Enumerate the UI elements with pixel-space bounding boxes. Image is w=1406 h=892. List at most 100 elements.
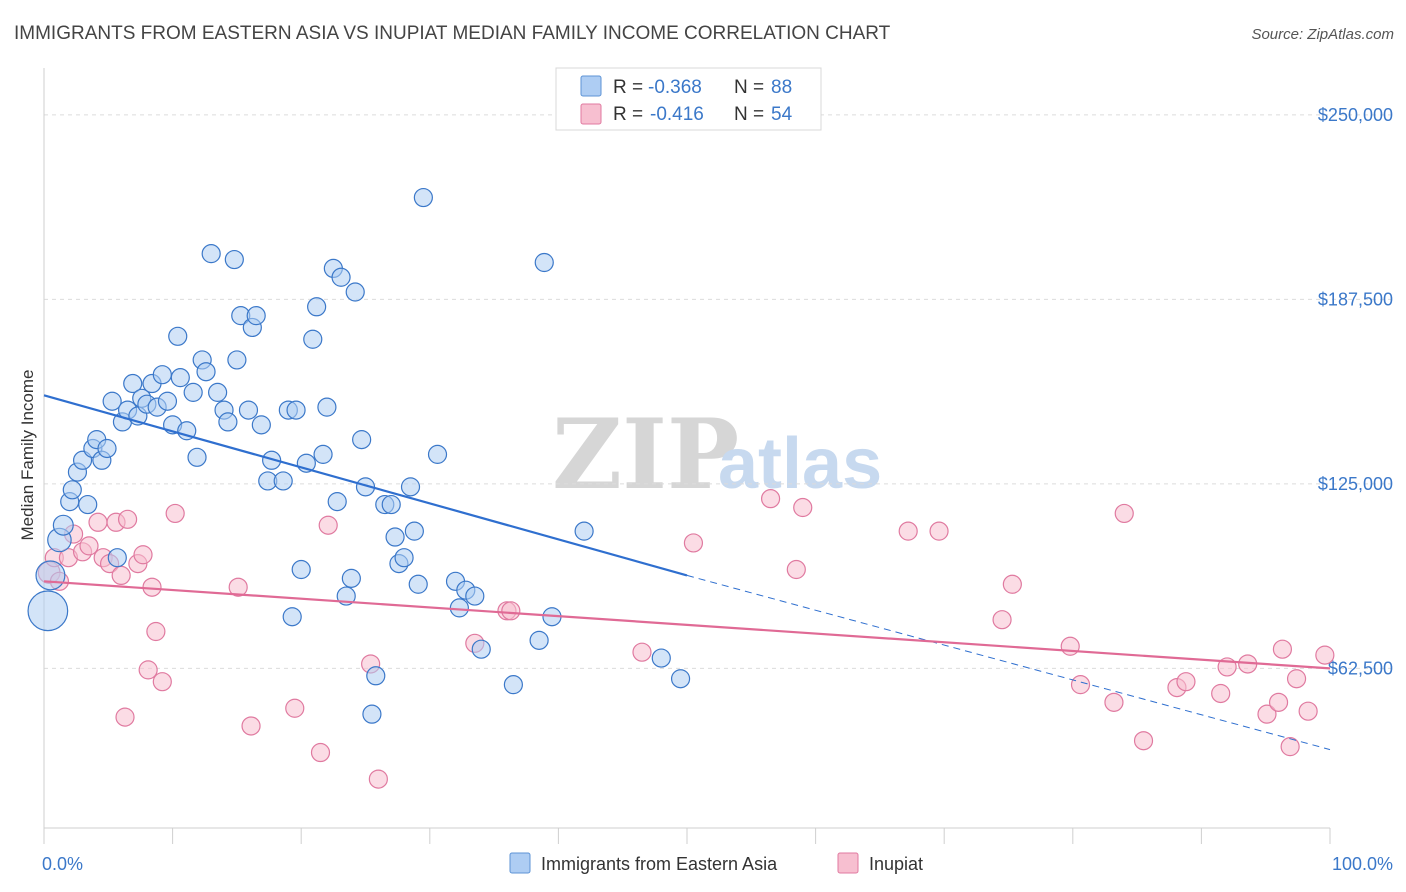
eastern-asia-point-76 bbox=[449, 598, 469, 618]
inupiat-point-36 bbox=[898, 521, 918, 541]
eastern-asia-point-43 bbox=[251, 415, 271, 435]
inupiat-point-27 bbox=[368, 769, 388, 789]
eastern-asia-point-30 bbox=[187, 447, 207, 467]
eastern-asia-point-50 bbox=[291, 559, 311, 580]
inupiat-point-33 bbox=[760, 489, 781, 509]
axes bbox=[43, 68, 1331, 844]
series-legend: Immigrants from Eastern Asia Inupiat bbox=[509, 852, 923, 874]
inupiat-point-31 bbox=[632, 642, 652, 662]
inupiat-point-25 bbox=[318, 515, 338, 535]
eastern-asia-point-0 bbox=[27, 590, 69, 632]
eastern-asia-point-45 bbox=[262, 450, 282, 470]
legend-r-label-1: R = bbox=[613, 77, 643, 98]
eastern-asia-point-80 bbox=[413, 187, 433, 208]
eastern-asia-point-61 bbox=[345, 282, 365, 302]
eastern-asia-point-79 bbox=[471, 639, 491, 659]
eastern-asia-point-85 bbox=[574, 521, 594, 541]
eastern-asia-point-52 bbox=[303, 329, 323, 349]
inupiat-trend-solid bbox=[43, 580, 1331, 670]
x-tick-labels: 0.0% 100.0% bbox=[42, 854, 1393, 874]
eastern-asia-point-49 bbox=[286, 400, 306, 420]
series-label-inupiat: Inupiat bbox=[869, 854, 923, 874]
eastern-asia-point-42 bbox=[246, 306, 266, 326]
y-axis-label: Median Family Income bbox=[18, 369, 37, 540]
eastern-asia-point-34 bbox=[208, 382, 228, 402]
y-tick-label-3: $250,000 bbox=[1318, 105, 1393, 125]
eastern-asia-point-23 bbox=[152, 365, 172, 385]
inupiat-point-34 bbox=[786, 559, 806, 580]
inupiat-point-56 bbox=[1315, 645, 1335, 665]
eastern-asia-point-12 bbox=[97, 438, 117, 459]
inupiat-point-13 bbox=[117, 509, 138, 529]
eastern-asia-point-36 bbox=[218, 412, 238, 432]
eastern-asia-trend-solid bbox=[43, 394, 688, 577]
eastern-asia-point-38 bbox=[227, 350, 247, 370]
legend-n-label-1: N = bbox=[734, 77, 764, 98]
legend-r-label-2: R = bbox=[613, 104, 643, 125]
y-tick-label-2: $187,500 bbox=[1318, 289, 1393, 309]
eastern-asia-trend-dashed bbox=[686, 574, 1331, 751]
y-tick-labels: $62,500 $125,000 $187,500 $250,000 bbox=[1318, 105, 1393, 679]
legend-r-value-1: -0.368 bbox=[648, 77, 702, 98]
eastern-asia-point-73 bbox=[408, 574, 428, 594]
eastern-asia-point-3 bbox=[52, 514, 74, 536]
eastern-asia-point-17 bbox=[123, 373, 143, 394]
y-tick-label-1: $125,000 bbox=[1318, 474, 1393, 494]
eastern-asia-point-26 bbox=[168, 326, 188, 346]
inupiat-point-46 bbox=[1176, 672, 1196, 692]
eastern-asia-point-74 bbox=[427, 444, 448, 464]
inupiat-point-21 bbox=[228, 577, 248, 597]
inupiat-point-53 bbox=[1280, 737, 1300, 757]
eastern-asia-point-81 bbox=[503, 675, 523, 695]
correlation-legend: R = -0.368 N = 88 R = -0.416 N = 54 bbox=[555, 67, 822, 131]
eastern-asia-point-28 bbox=[177, 421, 197, 441]
eastern-asia-point-27 bbox=[170, 368, 190, 388]
eastern-asia-point-8 bbox=[78, 494, 98, 515]
series-swatch-pink bbox=[837, 852, 859, 874]
eastern-asia-point-14 bbox=[102, 391, 122, 411]
inupiat-point-23 bbox=[285, 698, 305, 718]
eastern-asia-point-13 bbox=[107, 548, 127, 568]
trend-lines bbox=[43, 394, 1331, 751]
series-label-eastern-asia: Immigrants from Eastern Asia bbox=[541, 854, 778, 874]
series-swatch-blue bbox=[509, 852, 531, 874]
inupiat-point-54 bbox=[1286, 669, 1307, 689]
eastern-asia-point-48 bbox=[282, 607, 302, 627]
inupiat-point-39 bbox=[1002, 574, 1022, 594]
inupiat-point-50 bbox=[1257, 704, 1277, 724]
legend-n-value-2: 54 bbox=[771, 104, 793, 125]
inupiat-point-20 bbox=[165, 503, 185, 524]
eastern-asia-point-57 bbox=[327, 492, 347, 512]
eastern-asia-point-37 bbox=[224, 249, 244, 270]
inupiat-point-12 bbox=[115, 707, 135, 727]
eastern-asia-point-86 bbox=[651, 648, 671, 668]
eastern-asia-point-46 bbox=[273, 471, 293, 491]
inupiat-point-44 bbox=[1133, 731, 1154, 751]
inupiat-point-11 bbox=[111, 565, 131, 586]
legend-n-label-2: N = bbox=[734, 104, 764, 125]
y-tick-label-0: $62,500 bbox=[1328, 658, 1393, 678]
inupiat-point-18 bbox=[146, 621, 166, 642]
eastern-asia-point-67 bbox=[381, 494, 401, 515]
eastern-asia-point-87 bbox=[670, 669, 691, 689]
inupiat-point-16 bbox=[138, 660, 158, 680]
inupiat-point-19 bbox=[152, 672, 172, 692]
inupiat-point-22 bbox=[241, 716, 261, 736]
eastern-asia-point-33 bbox=[201, 244, 221, 264]
chart-source: Source: ZipAtlas.com bbox=[1251, 26, 1394, 43]
x-tick-label-0: 0.0% bbox=[42, 854, 83, 874]
eastern-asia-point-71 bbox=[400, 477, 421, 497]
eastern-asia-point-54 bbox=[313, 444, 333, 464]
inupiat-point-42 bbox=[1104, 692, 1124, 712]
inupiat-point-52 bbox=[1272, 639, 1293, 659]
eastern-asia-point-58 bbox=[331, 267, 351, 287]
inupiat-point-15 bbox=[133, 545, 153, 565]
inupiat-point-35 bbox=[793, 497, 813, 518]
inupiat-point-30 bbox=[501, 601, 521, 621]
eastern-asia-points bbox=[27, 187, 691, 724]
inupiat-point-6 bbox=[79, 536, 99, 556]
legend-swatch-pink bbox=[580, 103, 602, 125]
inupiat-point-41 bbox=[1070, 675, 1091, 695]
x-tick-label-1: 100.0% bbox=[1332, 854, 1393, 874]
